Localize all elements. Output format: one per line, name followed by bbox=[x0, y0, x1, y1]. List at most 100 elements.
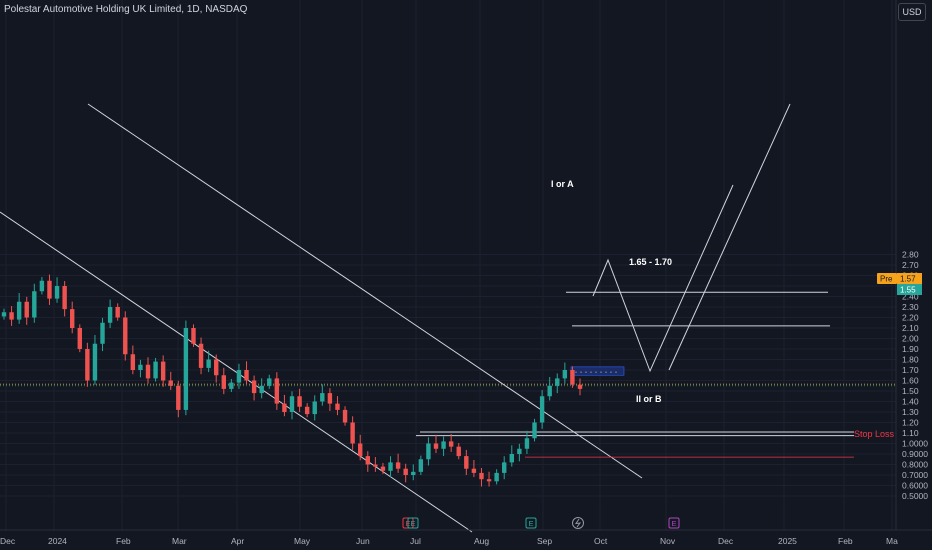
candle bbox=[577, 378, 583, 396]
candle bbox=[32, 283, 37, 323]
y-tick-label: 2.30 bbox=[902, 302, 919, 312]
candle bbox=[486, 471, 492, 487]
candle-body bbox=[532, 422, 537, 439]
price-axis: 0.50000.60000.70000.80000.90001.00001.10… bbox=[877, 0, 928, 530]
candle-body bbox=[320, 393, 325, 402]
candle-body bbox=[54, 286, 60, 299]
candle-body bbox=[479, 472, 484, 480]
candle bbox=[320, 384, 325, 406]
candle bbox=[297, 388, 302, 412]
y-tick-label: 2.00 bbox=[902, 334, 919, 344]
candle-body bbox=[251, 380, 257, 394]
candle bbox=[214, 354, 219, 383]
candle-body bbox=[426, 443, 431, 460]
candle bbox=[532, 418, 537, 442]
split-circle bbox=[572, 517, 584, 529]
candle-body bbox=[297, 396, 302, 407]
candle-body bbox=[214, 359, 219, 376]
pre-tag-label: Pre bbox=[880, 275, 893, 284]
candle-body bbox=[342, 409, 348, 423]
candle bbox=[229, 378, 234, 393]
candle bbox=[289, 391, 295, 420]
earnings-event-icon[interactable]: E bbox=[407, 517, 419, 529]
y-tick-label: 1.70 bbox=[902, 365, 919, 375]
candle bbox=[115, 303, 120, 321]
candle-body bbox=[236, 370, 242, 383]
y-tick-label: 2.70 bbox=[902, 260, 919, 270]
candle-body bbox=[85, 349, 90, 381]
y-tick-label: 1.10 bbox=[902, 428, 919, 438]
x-tick-label: Dec bbox=[718, 536, 734, 546]
candle bbox=[168, 371, 173, 390]
candle bbox=[365, 451, 370, 472]
candle-body bbox=[547, 385, 552, 397]
candle-body bbox=[304, 406, 310, 415]
earnings-event-icon[interactable]: E bbox=[668, 517, 680, 529]
candle bbox=[259, 378, 264, 399]
x-tick-label: May bbox=[294, 536, 311, 546]
candle bbox=[221, 367, 226, 395]
currency-button[interactable]: USD bbox=[898, 3, 926, 21]
candle-body bbox=[524, 438, 530, 449]
candle bbox=[502, 456, 507, 480]
channel-upper-line bbox=[87, 103, 643, 479]
candle bbox=[335, 396, 340, 416]
y-tick-label: 1.40 bbox=[902, 397, 919, 407]
candle-body bbox=[70, 309, 75, 328]
candle bbox=[562, 362, 568, 384]
last-price-badge bbox=[897, 284, 922, 295]
candle bbox=[464, 449, 469, 475]
candle bbox=[92, 335, 98, 385]
candle bbox=[198, 337, 204, 375]
candle-body bbox=[570, 370, 575, 385]
candle-body bbox=[153, 361, 158, 379]
candle-body bbox=[411, 471, 416, 475]
y-tick-label: 0.5000 bbox=[902, 491, 928, 501]
candle-body bbox=[327, 393, 333, 404]
candle-body bbox=[373, 464, 378, 467]
target-zone-box bbox=[570, 366, 625, 376]
candle-body bbox=[388, 462, 393, 471]
candle-body bbox=[130, 354, 136, 370]
candle-body bbox=[509, 454, 514, 463]
candle bbox=[471, 459, 477, 478]
candles bbox=[1, 274, 583, 487]
x-tick-label: Oct bbox=[594, 536, 608, 546]
x-tick-label: Feb bbox=[838, 536, 853, 546]
candle-body bbox=[282, 403, 287, 412]
candle bbox=[441, 436, 446, 457]
pre-price-badge bbox=[897, 273, 922, 284]
pre-tag-badge bbox=[877, 273, 897, 284]
candle-body bbox=[77, 328, 82, 349]
candle bbox=[411, 464, 416, 481]
x-tick-label: 2024 bbox=[48, 536, 67, 546]
zone-label: 1.65 - 1.70 bbox=[629, 257, 672, 267]
candle-body bbox=[138, 364, 143, 370]
earnings-event-icon[interactable]: E bbox=[525, 517, 537, 529]
candle bbox=[77, 324, 82, 353]
candle bbox=[62, 281, 67, 317]
candle-body bbox=[32, 291, 37, 318]
candle-body bbox=[441, 441, 446, 449]
candle bbox=[100, 317, 105, 352]
split-event-icon[interactable] bbox=[572, 517, 584, 529]
y-tick-label: 1.80 bbox=[902, 355, 919, 365]
candle-body bbox=[259, 385, 264, 394]
candle-body bbox=[191, 328, 196, 344]
time-axis: Dec 2024 Feb Mar Apr May Jun Jul Aug Sep Oct Nov Dec… bbox=[0, 529, 932, 546]
candle-body bbox=[145, 364, 151, 379]
candle bbox=[145, 357, 151, 384]
candle bbox=[350, 416, 355, 450]
candle bbox=[373, 457, 378, 472]
candle-body bbox=[274, 378, 280, 404]
y-tick-label: 2.80 bbox=[902, 250, 919, 260]
candle bbox=[312, 395, 317, 421]
candle bbox=[403, 463, 408, 483]
candle bbox=[130, 345, 136, 375]
wave-2-label: II or B bbox=[636, 394, 662, 404]
projection-path-1 bbox=[592, 184, 734, 373]
candle-body bbox=[350, 422, 355, 444]
candle-body bbox=[176, 385, 181, 410]
